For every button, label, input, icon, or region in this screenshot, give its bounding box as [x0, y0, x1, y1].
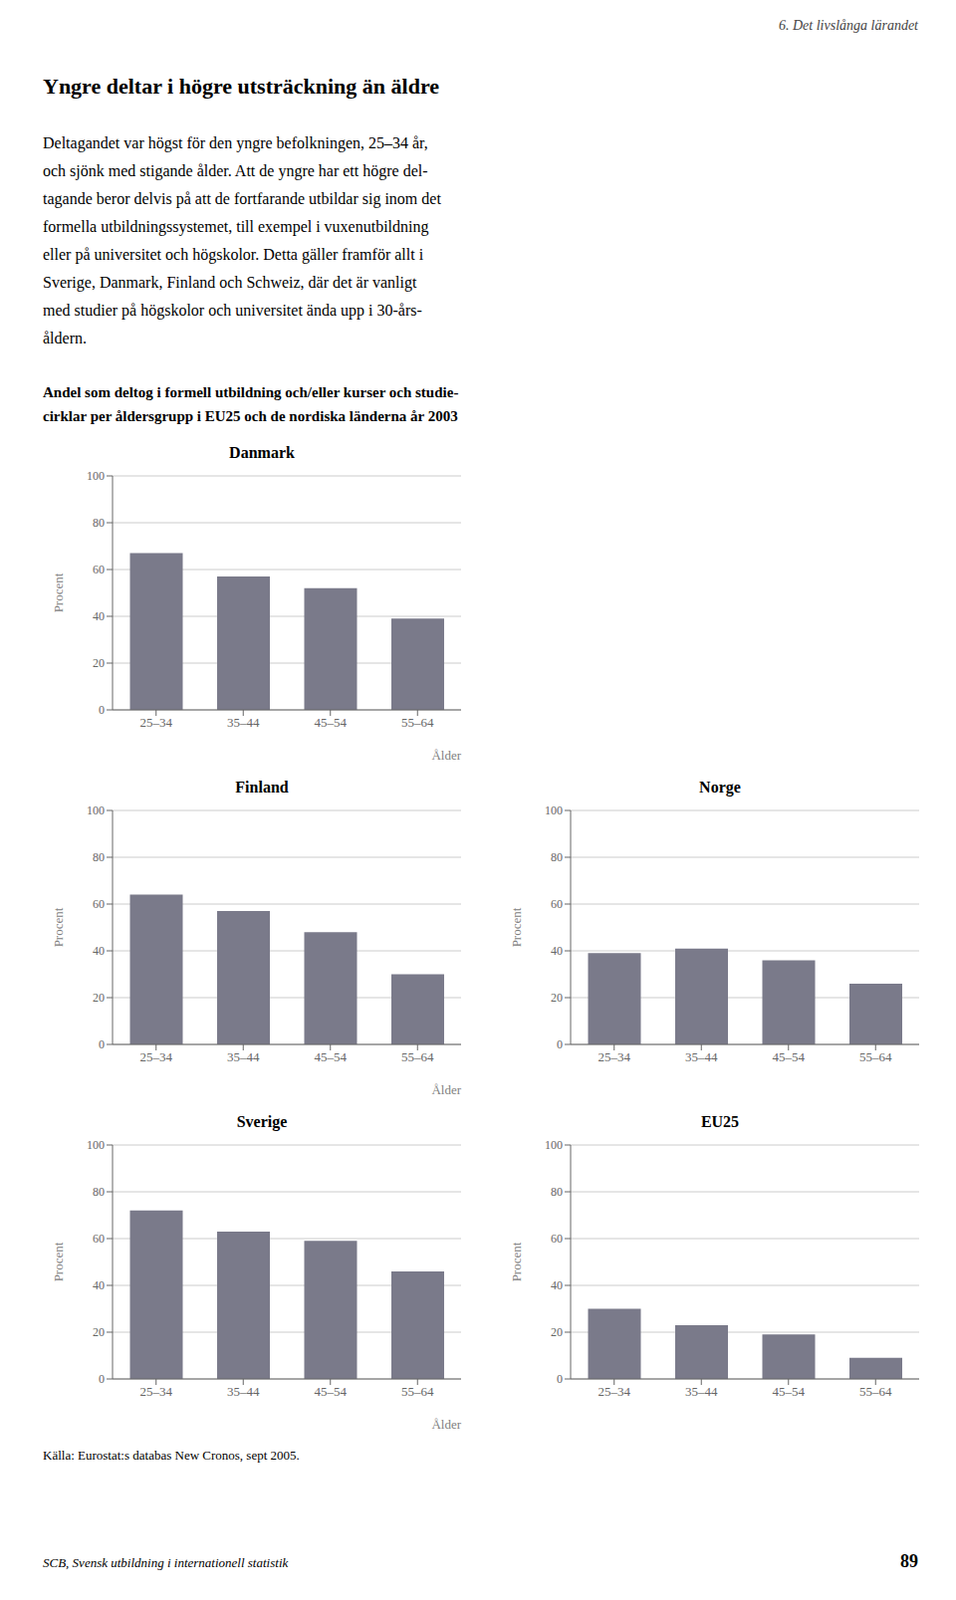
svg-text:60: 60: [92, 897, 105, 912]
html-text:6. Det livslånga lärandet: 6. Det livslånga lärandet: [778, 17, 919, 33]
svg-text:25–34: 25–34: [140, 1384, 174, 1400]
svg-text:100: 100: [544, 1138, 563, 1153]
svg-text:80: 80: [92, 850, 105, 865]
svg-text:40: 40: [92, 609, 105, 624]
svg-text:0: 0: [556, 1372, 563, 1387]
svg-text:100: 100: [86, 469, 105, 483]
html-text:Danmark: Danmark: [229, 444, 295, 462]
html-text:SCB, Svensk utbildning i inter: SCB, Svensk utbildning i internationell …: [42, 1555, 289, 1571]
svg-text:40: 40: [550, 1278, 563, 1293]
html-text:89: 89: [900, 1551, 919, 1572]
svg-text:100: 100: [86, 803, 105, 818]
svg-text:Ålder: Ålder: [431, 1082, 462, 1098]
svg-text:20: 20: [92, 656, 105, 671]
svg-text:Procent: Procent: [50, 907, 66, 948]
svg-text:35–44: 35–44: [685, 1384, 718, 1400]
svg-text:60: 60: [550, 897, 563, 912]
svg-text:25–34: 25–34: [140, 1049, 174, 1065]
svg-text:0: 0: [98, 1037, 105, 1052]
svg-text:35–44: 35–44: [227, 1384, 260, 1400]
svg-text:55–64: 55–64: [401, 715, 435, 730]
svg-text:55–64: 55–64: [859, 1049, 893, 1065]
svg-text:45–54: 45–54: [772, 1384, 806, 1400]
svg-text:40: 40: [92, 1278, 105, 1293]
html-text:Finland: Finland: [235, 778, 289, 796]
svg-text:20: 20: [550, 1325, 563, 1340]
html-text:Deltagandet var högst för den: Deltagandet var högst för den yngre befo…: [42, 134, 429, 152]
svg-text:0: 0: [556, 1037, 563, 1052]
html-text:åldern.: åldern.: [42, 329, 87, 347]
html-text:Yngre deltar i högre utsträckn: Yngre deltar i högre utsträckning än äld…: [42, 73, 440, 99]
svg-text:20: 20: [92, 1325, 105, 1340]
html-text:Andel som deltog i formell utb: Andel som deltog i formell utbildning oc…: [42, 384, 459, 401]
html-text:Sverige: Sverige: [236, 1113, 288, 1131]
svg-text:45–54: 45–54: [314, 1384, 348, 1400]
svg-text:Procent: Procent: [50, 1241, 66, 1282]
svg-text:80: 80: [550, 850, 563, 865]
svg-text:80: 80: [550, 1185, 563, 1199]
html-text:cirklar per åldersgrupp i EU25: cirklar per åldersgrupp i EU25 och de no…: [42, 408, 458, 425]
html-text:och sjönk med stigande ålder.: och sjönk med stigande ålder. Att de yng…: [42, 162, 428, 180]
svg-text:80: 80: [92, 515, 105, 530]
svg-text:80: 80: [92, 1185, 105, 1199]
svg-text:0: 0: [98, 1372, 105, 1387]
svg-text:60: 60: [92, 1231, 105, 1246]
html-text:Sverige, Danmark, Finland och: Sverige, Danmark, Finland och Schweiz, d…: [42, 273, 417, 291]
svg-text:40: 40: [92, 944, 105, 958]
svg-text:Procent: Procent: [508, 1241, 524, 1282]
svg-text:45–54: 45–54: [772, 1049, 806, 1065]
svg-text:25–34: 25–34: [598, 1049, 632, 1065]
svg-text:35–44: 35–44: [227, 715, 260, 730]
svg-text:35–44: 35–44: [227, 1049, 260, 1065]
svg-text:35–44: 35–44: [685, 1049, 718, 1065]
svg-text:Procent: Procent: [50, 572, 66, 613]
svg-text:60: 60: [550, 1231, 563, 1246]
svg-text:100: 100: [544, 803, 563, 818]
svg-text:20: 20: [92, 990, 105, 1005]
html-text:tagande beror delvis på att de: tagande beror delvis på att de fortfaran…: [42, 190, 442, 208]
svg-text:55–64: 55–64: [401, 1384, 435, 1400]
svg-text:20: 20: [550, 990, 563, 1005]
svg-text:60: 60: [92, 562, 105, 577]
svg-text:45–54: 45–54: [314, 715, 348, 730]
html-text:formella utbildningssystemet,: formella utbildningssystemet, till exemp…: [42, 218, 429, 236]
svg-text:100: 100: [86, 1138, 105, 1153]
svg-text:25–34: 25–34: [598, 1384, 632, 1400]
html-text:eller på universitet och högsk: eller på universitet och högskolor. Dett…: [42, 245, 424, 263]
html-text:Källa: Eurostat:s databas New: Källa: Eurostat:s databas New Cronos, se…: [42, 1447, 300, 1463]
svg-text:45–54: 45–54: [314, 1049, 348, 1065]
svg-text:40: 40: [550, 944, 563, 958]
html-text:EU25: EU25: [700, 1113, 740, 1131]
svg-text:0: 0: [98, 703, 105, 717]
html-text:med studier på högskolor och u: med studier på högskolor och universitet…: [42, 301, 423, 319]
svg-text:Ålder: Ålder: [431, 1417, 462, 1433]
svg-text:55–64: 55–64: [401, 1049, 435, 1065]
svg-text:Procent: Procent: [508, 907, 524, 948]
svg-text:Ålder: Ålder: [431, 747, 462, 763]
html-text:Norge: Norge: [699, 778, 741, 796]
svg-text:55–64: 55–64: [859, 1384, 893, 1400]
svg-text:25–34: 25–34: [140, 715, 174, 730]
